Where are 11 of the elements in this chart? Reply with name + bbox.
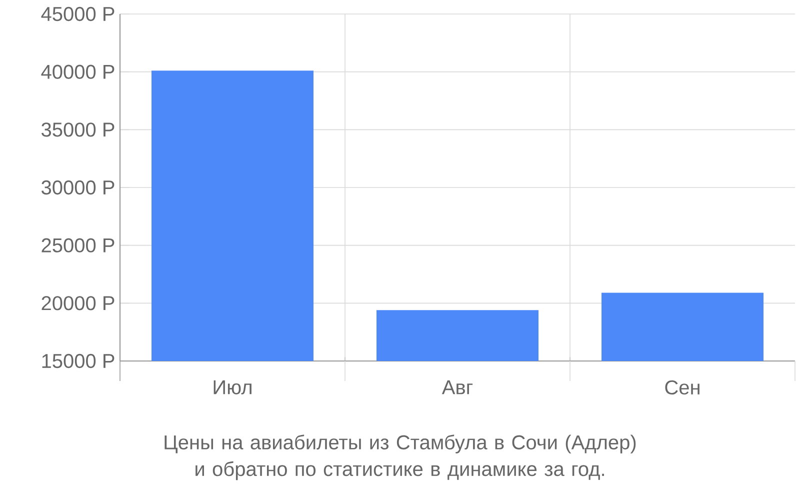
y-tick-label: 40000 Р bbox=[41, 64, 114, 79]
text: Цены на авиабилеты из Стамбула в Сочи (Адлер) и обратно по статистике в динамике за год. bbox=[164, 434, 636, 480]
y-tick-label: 35000 Р bbox=[42, 122, 114, 137]
y-tick-label: 45000 Р bbox=[41, 6, 114, 22]
y-tick-label: 20000 Р bbox=[42, 296, 114, 310]
x-tick-label: Июл bbox=[214, 380, 252, 394]
x-tick-label: Сен bbox=[665, 380, 700, 395]
y-tick-label: 30000 Р bbox=[42, 180, 114, 195]
y-tick-label: 25000 Р bbox=[42, 238, 114, 252]
y-tick-label: 15000 Р bbox=[42, 354, 114, 368]
x-tick-label: Авг bbox=[442, 380, 473, 394]
